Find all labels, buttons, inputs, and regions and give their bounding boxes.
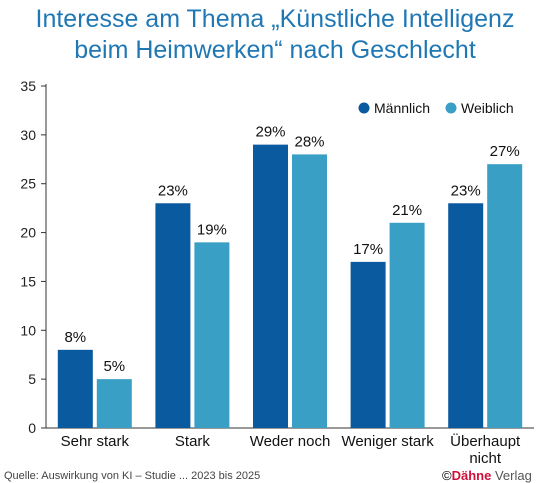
y-tick-label: 25: [20, 176, 36, 192]
legend-marker-weiblich: [445, 102, 457, 114]
data-label: 19%: [197, 221, 227, 238]
y-tick-label: 15: [20, 273, 36, 289]
legend-label: Weiblich: [461, 100, 514, 116]
bar-weiblich: [292, 154, 327, 428]
bar-maennlich: [57, 349, 93, 428]
bar-weiblich: [487, 164, 523, 428]
logo-symbol: ©: [442, 468, 452, 483]
legend-marker-maennlich: [358, 102, 370, 114]
bar-maennlich: [155, 203, 191, 428]
y-tick-label: 20: [20, 225, 36, 241]
x-tick-label: Weniger stark: [341, 433, 434, 450]
publisher-logo: ©Dähne Verlag: [442, 468, 532, 483]
logo-brand: Dähne: [451, 468, 492, 483]
bar-maennlich: [350, 261, 386, 428]
data-label: 17%: [353, 241, 383, 258]
data-label: 27%: [490, 143, 520, 160]
bar-maennlich: [253, 144, 288, 428]
data-label: 5%: [103, 358, 125, 375]
y-tick-label: 5: [28, 371, 36, 387]
x-tick-label: Stark: [175, 433, 211, 450]
data-label: 23%: [158, 182, 188, 199]
data-label: 28%: [294, 133, 324, 150]
bar-maennlich: [448, 203, 484, 428]
data-label: 21%: [392, 202, 422, 219]
x-tick-label: nicht: [469, 450, 502, 467]
x-tick-label: Weder noch: [250, 433, 331, 450]
y-tick-label: 35: [20, 78, 36, 94]
bars: 8% 5% 23% 19% 29% 28% 17% 21% 23% 27%: [57, 124, 523, 428]
data-label: 8%: [64, 329, 86, 346]
x-tick-label: Sehr stark: [61, 433, 130, 450]
source-note: Quelle: Auswirkung von KI – Studie ... 2…: [4, 470, 261, 482]
logo-suffix: Verlag: [491, 468, 532, 483]
x-axis-labels: Sehr stark Stark Weder noch Weniger stark Üb…: [61, 432, 521, 467]
data-label: 29%: [255, 124, 285, 141]
chart-title-line2: beim Heimwerken“ nach Geschlecht: [74, 36, 476, 64]
bar-weiblich: [389, 222, 425, 428]
x-tick-label: Überhaupt: [450, 432, 521, 450]
bar-weiblich: [194, 242, 230, 428]
data-label: 23%: [451, 182, 481, 199]
legend-label: Männlich: [374, 100, 430, 116]
chart-title-line1: Interesse am Thema „Künstliche Intellige…: [35, 5, 515, 33]
chart-title: Interesse am Thema „Künstliche Intellige…: [0, 4, 550, 66]
y-tick-label: 30: [20, 127, 36, 143]
y-tick-label: 0: [28, 420, 36, 436]
y-tick-label: 10: [20, 322, 36, 338]
bar-weiblich: [96, 379, 132, 428]
y-axis: 0 5 10 15 20 25 30 35: [20, 78, 534, 436]
legend: Männlich Weiblich: [358, 100, 514, 116]
